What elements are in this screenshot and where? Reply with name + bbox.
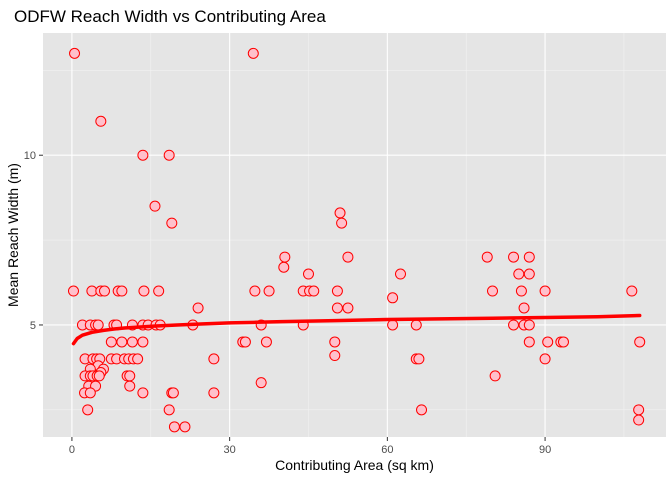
data-point [255,377,267,389]
x-tick-label: 60 [381,444,393,456]
data-point [487,285,499,297]
data-point [137,387,149,399]
data-point [387,292,399,304]
data-point [542,336,554,348]
data-point [387,319,399,331]
data-point [539,353,551,365]
data-point [329,336,341,348]
data-point [132,353,144,365]
data-point [82,404,94,416]
minor-gridlines [43,33,666,437]
data-point [99,285,111,297]
data-point [523,268,535,280]
y-axis-ticks: 5 10 [24,150,43,332]
data-point [92,319,104,331]
data-point [260,336,272,348]
data-point [626,285,638,297]
data-point [279,251,291,263]
chart-title: ODFW Reach Width vs Contributing Area [14,7,326,26]
data-point [634,336,646,348]
data-point [67,285,79,297]
data-point [105,336,117,348]
data-point [247,47,259,59]
data-point [124,370,136,382]
data-point [166,217,178,229]
data-point [263,285,275,297]
data-point [523,336,535,348]
data-point [515,285,527,297]
data-point [508,251,520,263]
data-point [336,217,348,229]
data-point [342,302,354,314]
trend-line [71,313,642,346]
data-point [410,319,422,331]
y-tick-label: 5 [30,320,36,332]
data-point [416,404,428,416]
data-point [163,404,175,416]
data-point [138,285,150,297]
x-axis-ticks: 0 30 60 90 [69,437,551,456]
x-axis-title: Contributing Area (sq km) [275,457,434,473]
data-point [508,319,520,331]
data-point [633,404,645,416]
data-point [116,285,128,297]
y-axis-title: Mean Reach Width (m) [5,163,21,307]
data-point [126,336,138,348]
data-point [331,285,343,297]
data-point [208,353,220,365]
data-point [518,302,530,314]
data-point [149,200,161,212]
data-point [137,336,149,348]
data-point [69,47,81,59]
data-point [137,149,149,161]
data-point [633,414,645,426]
x-tick-label: 90 [539,444,551,456]
data-point [124,380,136,392]
data-point [192,302,204,314]
data-point [153,285,165,297]
data-point [278,261,290,273]
data-point [239,336,251,348]
data-point [168,421,180,433]
data-point [163,149,175,161]
data-point [539,285,551,297]
data-point [249,285,261,297]
data-point [179,421,191,433]
data-point [413,353,425,365]
data-points [67,47,646,433]
data-point [95,115,107,127]
data-point [513,268,525,280]
x-tick-label: 30 [224,444,236,456]
data-point [308,285,320,297]
data-point [334,207,346,219]
data-point [167,387,179,399]
x-tick-label: 0 [69,444,75,456]
data-point [489,370,501,382]
data-point [557,336,569,348]
data-point [523,251,535,263]
data-point [331,302,343,314]
data-point [208,387,220,399]
data-point [523,319,535,331]
data-point [116,336,128,348]
data-point [84,387,96,399]
data-point [329,350,341,362]
data-point [93,370,105,382]
data-point [342,251,354,263]
data-point [395,268,407,280]
data-point [302,268,314,280]
plot-panel [43,33,666,437]
y-tick-label: 10 [24,150,36,162]
data-point [481,251,493,263]
